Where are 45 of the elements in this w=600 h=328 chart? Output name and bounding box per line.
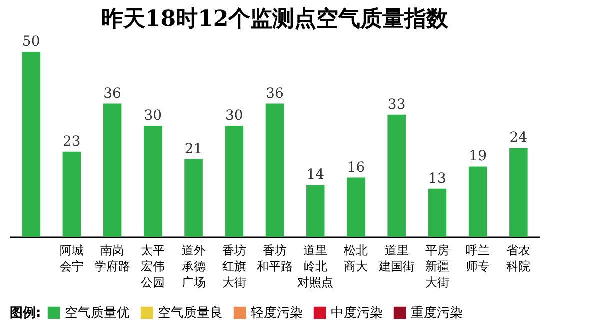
- legend-label: 轻度污染: [251, 305, 303, 321]
- x-tick-label: 南岗学府路: [94, 244, 131, 274]
- x-tick-label: 省农科院: [506, 244, 531, 274]
- x-tick-label: 香坊和平路: [257, 244, 293, 274]
- data-label: 36: [266, 86, 284, 102]
- x-tick-label: 道里岭北对照点: [298, 244, 334, 290]
- legend-label: 空气质量良: [158, 306, 223, 321]
- chart-title: 昨天18时12个监测点空气质量指数: [101, 6, 450, 32]
- bar: [306, 185, 325, 237]
- x-tick-label: 道外承德广场: [182, 244, 206, 290]
- legend-label: 空气质量优: [65, 306, 130, 321]
- data-label: 21: [184, 141, 203, 158]
- legend-label: 重度污染: [411, 305, 463, 321]
- legend-label: 中度污染: [331, 305, 383, 321]
- bar: [266, 104, 284, 237]
- x-tick-label: 平房新疆大街: [425, 244, 450, 290]
- data-label: 24: [510, 130, 528, 146]
- x-tick-label: 松北商大: [344, 244, 368, 274]
- bar: [22, 52, 40, 237]
- data-label: 33: [388, 96, 406, 113]
- data-label: 13: [428, 170, 446, 187]
- data-label: 36: [104, 86, 122, 102]
- data-label: 30: [225, 108, 244, 124]
- bar: [144, 126, 162, 237]
- x-tick-label: 呼兰师专: [466, 244, 490, 274]
- x-tick-label: 道里建国街: [378, 244, 415, 274]
- bar: [103, 104, 122, 237]
- data-label: 30: [144, 108, 162, 124]
- x-tick-label: 太平宏伟公园: [141, 244, 166, 290]
- bar: [184, 159, 203, 237]
- bar: [388, 114, 406, 237]
- bar: [510, 148, 528, 237]
- x-tick-label: 阿城会宁: [60, 244, 84, 274]
- bar: [468, 166, 488, 237]
- bar: [428, 188, 447, 237]
- data-label: 19: [469, 148, 487, 165]
- data-label: 50: [22, 34, 40, 50]
- data-label: 16: [347, 160, 366, 176]
- x-tick-label: 香坊红旗大街: [222, 244, 246, 290]
- bar: [62, 152, 82, 237]
- bar: [347, 178, 366, 237]
- bar: [225, 126, 244, 237]
- data-label: 14: [306, 167, 325, 184]
- data-label: 23: [63, 134, 81, 150]
- legend-title: 图例:: [10, 306, 42, 321]
